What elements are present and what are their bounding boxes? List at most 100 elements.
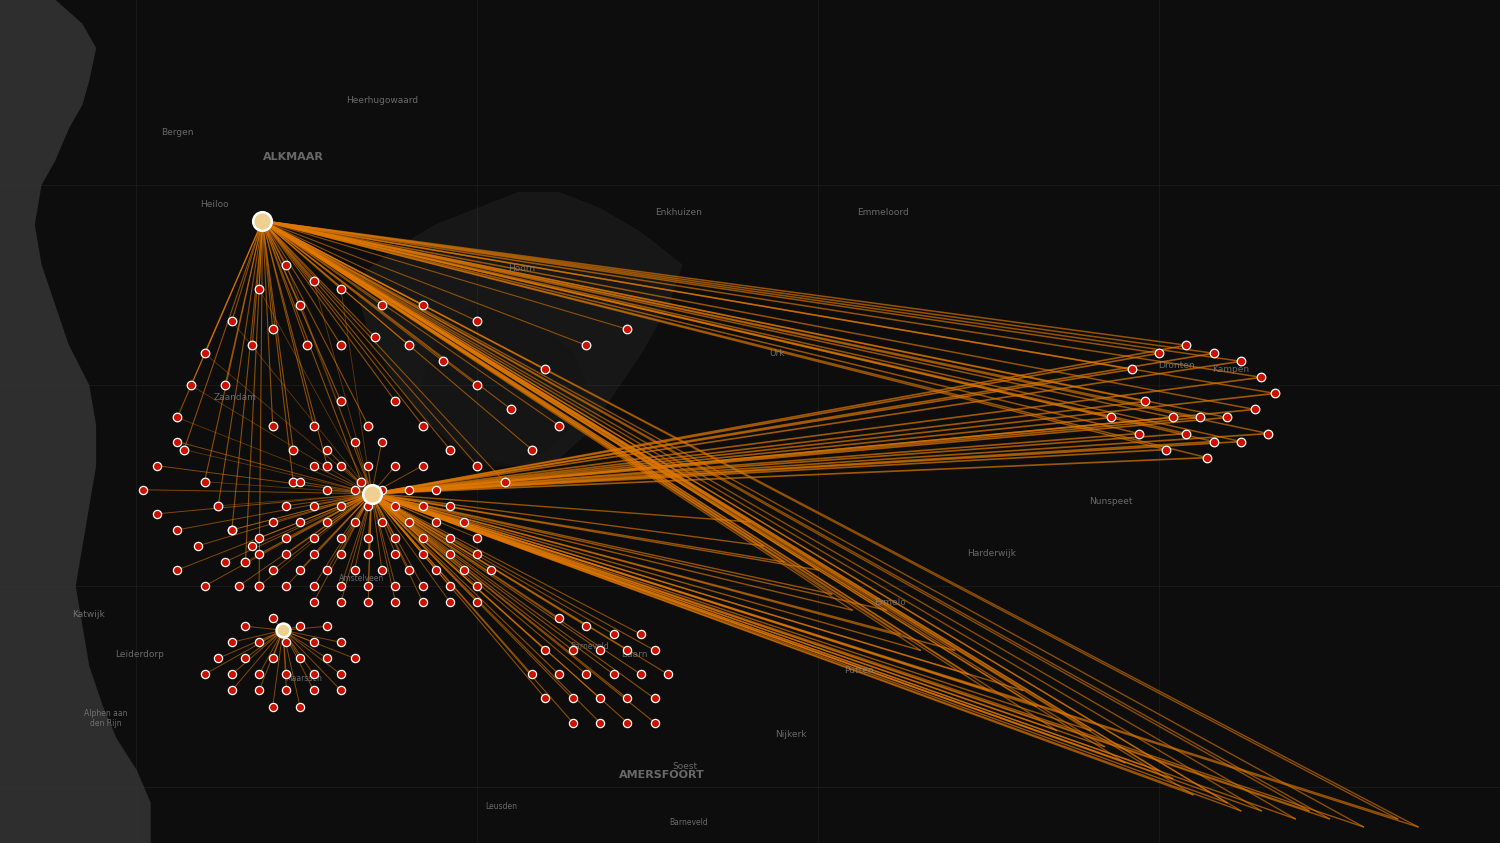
Point: [1202, 435, 1225, 448]
Point: [315, 563, 339, 577]
Point: [302, 579, 326, 593]
Point: [642, 643, 666, 657]
Point: [1263, 387, 1287, 400]
Point: [465, 595, 489, 609]
Point: [588, 643, 612, 657]
Text: Nijkerk: Nijkerk: [776, 730, 807, 739]
Point: [452, 563, 476, 577]
Point: [438, 595, 462, 609]
Point: [561, 643, 585, 657]
Text: Leusden: Leusden: [484, 803, 518, 811]
Point: [356, 579, 380, 593]
Text: Bergen: Bergen: [160, 128, 194, 137]
Text: Enkhuizen: Enkhuizen: [656, 208, 702, 217]
Point: [206, 652, 230, 665]
Point: [492, 475, 516, 488]
Point: [220, 668, 245, 681]
Point: [248, 684, 272, 697]
Point: [430, 355, 454, 368]
Point: [342, 652, 366, 665]
Point: [465, 579, 489, 593]
Point: [302, 668, 326, 681]
Polygon shape: [354, 193, 682, 465]
Point: [548, 668, 572, 681]
Text: Heerhugowaard: Heerhugowaard: [346, 96, 418, 105]
Point: [534, 643, 558, 657]
Point: [628, 668, 652, 681]
Point: [438, 579, 462, 593]
Point: [172, 443, 196, 456]
Point: [220, 524, 245, 537]
Point: [178, 379, 203, 392]
Point: [465, 547, 489, 561]
Point: [520, 443, 544, 456]
Point: [261, 322, 285, 336]
Point: [384, 579, 408, 593]
Point: [220, 314, 245, 328]
Point: [328, 339, 352, 352]
Text: ALKMAAR: ALKMAAR: [262, 152, 324, 162]
Point: [288, 475, 312, 488]
Point: [438, 547, 462, 561]
Text: AMERSFOORT: AMERSFOORT: [618, 770, 704, 780]
Point: [438, 443, 462, 456]
Point: [1120, 362, 1144, 376]
Point: [342, 515, 366, 529]
Point: [315, 443, 339, 456]
Point: [315, 515, 339, 529]
Point: [520, 668, 544, 681]
Point: [370, 515, 394, 529]
Point: [296, 339, 320, 352]
Text: Barneveld: Barneveld: [669, 819, 708, 828]
Point: [656, 668, 680, 681]
Text: Alphen aan
den Rijn: Alphen aan den Rijn: [84, 709, 128, 728]
Point: [363, 330, 387, 344]
Point: [398, 563, 422, 577]
Point: [411, 547, 435, 561]
Point: [248, 531, 272, 545]
Point: [411, 595, 435, 609]
Point: [588, 692, 612, 706]
Point: [561, 716, 585, 729]
Point: [615, 692, 639, 706]
Point: [302, 499, 326, 513]
Point: [192, 475, 216, 488]
Point: [356, 595, 380, 609]
Point: [574, 620, 598, 633]
Point: [615, 716, 639, 729]
Point: [534, 362, 558, 376]
Point: [384, 499, 408, 513]
Point: [411, 579, 435, 593]
Point: [280, 475, 304, 488]
Point: [302, 459, 326, 472]
Point: [411, 298, 435, 312]
Point: [574, 339, 598, 352]
Text: Baarn: Baarn: [621, 650, 648, 659]
Point: [165, 435, 189, 448]
Point: [384, 595, 408, 609]
Text: Barneveld: Barneveld: [570, 642, 609, 651]
Text: Leiderdorp: Leiderdorp: [116, 650, 164, 659]
Point: [288, 515, 312, 529]
Point: [272, 624, 296, 637]
Point: [1256, 427, 1280, 440]
Point: [642, 716, 666, 729]
Point: [328, 395, 352, 408]
Point: [384, 531, 408, 545]
Point: [274, 258, 298, 271]
Point: [602, 668, 625, 681]
Point: [1215, 411, 1239, 424]
Point: [328, 282, 352, 296]
Point: [328, 531, 352, 545]
Point: [478, 563, 502, 577]
Point: [1228, 355, 1252, 368]
Point: [370, 483, 394, 497]
Point: [588, 716, 612, 729]
Point: [615, 643, 639, 657]
Point: [261, 652, 285, 665]
Text: Dronten: Dronten: [1158, 361, 1194, 370]
Point: [302, 684, 326, 697]
Polygon shape: [764, 0, 1500, 843]
Point: [328, 595, 352, 609]
Point: [342, 563, 366, 577]
